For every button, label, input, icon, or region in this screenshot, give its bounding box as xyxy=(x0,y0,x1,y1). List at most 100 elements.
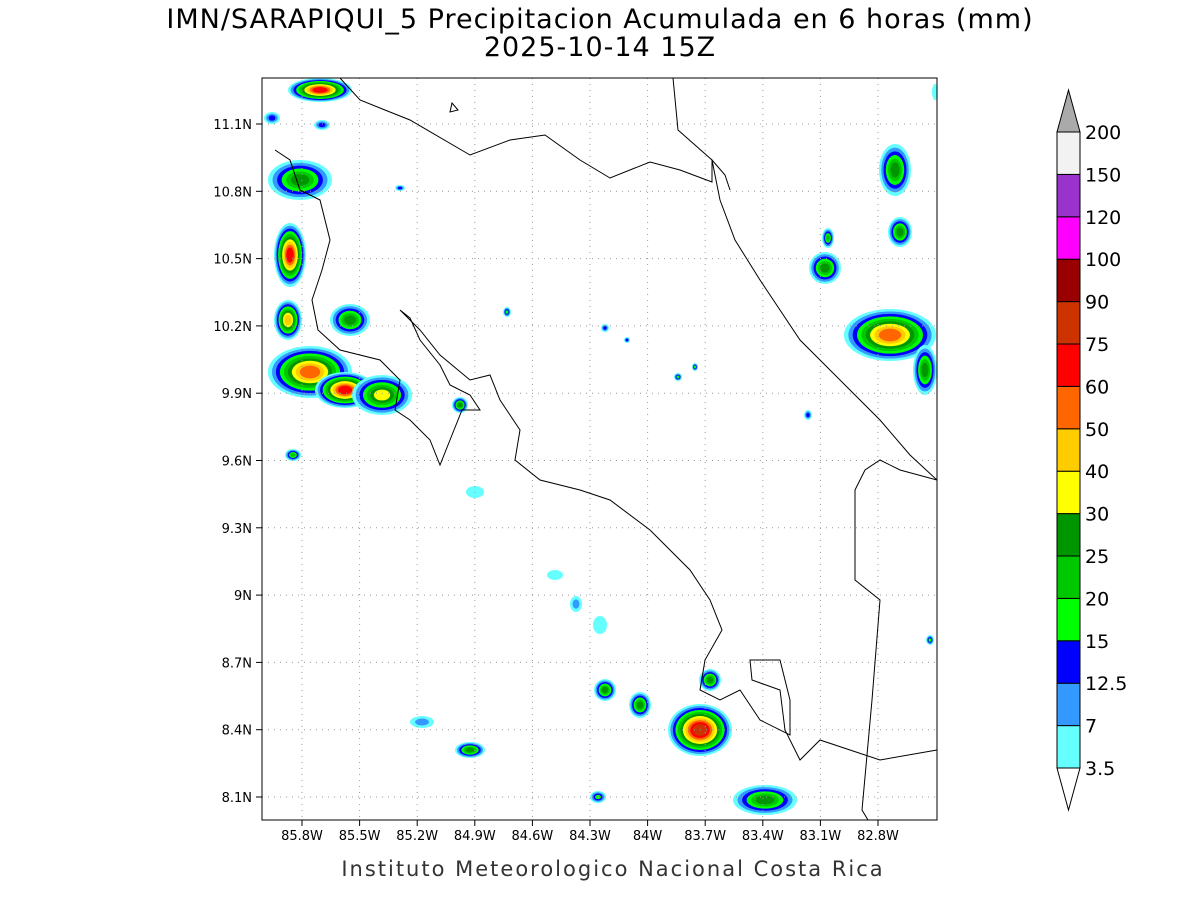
coastline xyxy=(854,459,937,820)
rain-area xyxy=(932,84,937,100)
rain-area xyxy=(806,412,810,418)
colorbar-label: 90 xyxy=(1085,292,1109,314)
rain-area xyxy=(505,310,509,314)
colorbar-label: 50 xyxy=(1085,419,1109,441)
colorbar-label: 40 xyxy=(1085,461,1109,483)
lon-label: 85.2W xyxy=(396,829,438,844)
colorbar-under xyxy=(1056,767,1081,812)
colorbar-label: 20 xyxy=(1085,588,1109,610)
rain-area xyxy=(268,115,276,121)
rain-area xyxy=(601,686,609,694)
rain-area xyxy=(928,638,932,642)
rain-area xyxy=(397,186,403,190)
lat-label: 8.7N xyxy=(222,656,252,671)
rain-area xyxy=(337,385,353,395)
colorbar-label: 30 xyxy=(1085,504,1109,526)
colorbar-box xyxy=(1056,343,1081,387)
rain-area xyxy=(693,365,697,369)
lon-label: 84.9W xyxy=(454,829,496,844)
rain-area xyxy=(896,227,904,237)
lat-label: 9.9N xyxy=(222,387,252,402)
rain-area xyxy=(706,676,714,684)
coastlines xyxy=(274,78,937,820)
rain-area xyxy=(593,616,607,634)
coastline xyxy=(339,78,731,191)
map-frame xyxy=(261,77,938,821)
lon-label: 83.4W xyxy=(742,829,784,844)
rain-area xyxy=(344,315,356,325)
colorbar-label: 120 xyxy=(1085,207,1121,229)
precipitation xyxy=(264,78,937,815)
colorbar-box xyxy=(1056,470,1081,515)
colorbar-label: 100 xyxy=(1085,249,1121,271)
rain-area xyxy=(676,375,680,379)
colorbar-box xyxy=(1056,513,1081,557)
rain-area xyxy=(547,570,563,580)
rain-area xyxy=(373,389,391,401)
lat-label: 10.2N xyxy=(213,320,252,335)
colorbar-label: 7 xyxy=(1085,716,1097,738)
colorbar-box xyxy=(1056,725,1081,769)
rain-area xyxy=(878,328,902,342)
rain-area xyxy=(312,87,328,93)
lat-label: 9.3N xyxy=(222,522,252,537)
coastline xyxy=(449,101,459,113)
colorbar-box xyxy=(1056,555,1081,599)
colorbar-box xyxy=(1056,640,1081,684)
title: IMN/SARAPIQUI_5 Precipitacion Acumulada … xyxy=(166,4,1033,35)
lat-label: 8.1N xyxy=(222,791,252,806)
rain-area xyxy=(457,402,463,408)
colorbar-over xyxy=(1056,88,1081,133)
colorbar-box xyxy=(1056,682,1081,727)
rain-area xyxy=(921,362,929,378)
colorbar-label: 150 xyxy=(1085,164,1121,186)
lon-label: 84.3W xyxy=(569,829,611,844)
rain-area xyxy=(299,365,321,379)
lon-label: 83.7W xyxy=(684,829,726,844)
lat-label: 9N xyxy=(234,589,252,604)
lat-label: 9.6N xyxy=(222,455,252,470)
colorbar-label: 12.5 xyxy=(1085,673,1127,695)
rain-area xyxy=(318,122,326,128)
coastline xyxy=(672,78,937,481)
lat-label: 10.8N xyxy=(213,185,252,200)
lat-label: 10.5N xyxy=(213,253,252,268)
rain-area xyxy=(284,314,292,326)
lon-label: 85.5W xyxy=(339,829,381,844)
rain-area xyxy=(625,338,629,342)
footer: Instituto Meteorologico Nacional Costa R… xyxy=(341,857,884,881)
colorbar-label: 60 xyxy=(1085,376,1109,398)
colorbar-label: 25 xyxy=(1085,546,1109,568)
colorbar-box xyxy=(1056,131,1081,175)
rain-area xyxy=(603,326,607,330)
lon-label: 84W xyxy=(633,829,663,844)
colorbar: 3.5 7 12.5 15 20 25 30 40 50 60 75 90 100 120 150 200 xyxy=(1056,88,1127,812)
rain-area xyxy=(820,263,830,273)
subtitle: 2025-10-14 15Z xyxy=(484,32,716,63)
lat-label: 11.1N xyxy=(213,118,252,133)
colorbar-box xyxy=(1056,173,1081,218)
rain-area xyxy=(415,718,429,726)
colorbar-box xyxy=(1056,216,1081,260)
rain-area xyxy=(890,162,900,178)
colorbar-label: 75 xyxy=(1085,334,1109,356)
rain-area xyxy=(286,247,294,263)
rain-area xyxy=(826,234,830,242)
colorbar-box xyxy=(1056,428,1081,472)
lon-label: 84.6W xyxy=(511,829,553,844)
colorbar-box xyxy=(1056,258,1081,303)
rain-area xyxy=(572,599,580,609)
colorbar-label: 15 xyxy=(1085,631,1109,653)
colorbar-box xyxy=(1056,597,1081,642)
colorbar-label: 3.5 xyxy=(1085,758,1115,780)
grid: 85.8W 85.5W 85.2W 84.9W 84.6W 84.3W 84W 83.7W 83… xyxy=(213,78,937,844)
rain-area xyxy=(290,453,296,457)
rain-area xyxy=(636,701,644,709)
lon-label: 85.8W xyxy=(281,829,323,844)
colorbar-box xyxy=(1056,385,1081,430)
rain-area xyxy=(755,795,775,805)
lat-label: 8.4N xyxy=(222,724,252,739)
coastline xyxy=(274,149,937,761)
colorbar-label: 200 xyxy=(1085,122,1121,144)
